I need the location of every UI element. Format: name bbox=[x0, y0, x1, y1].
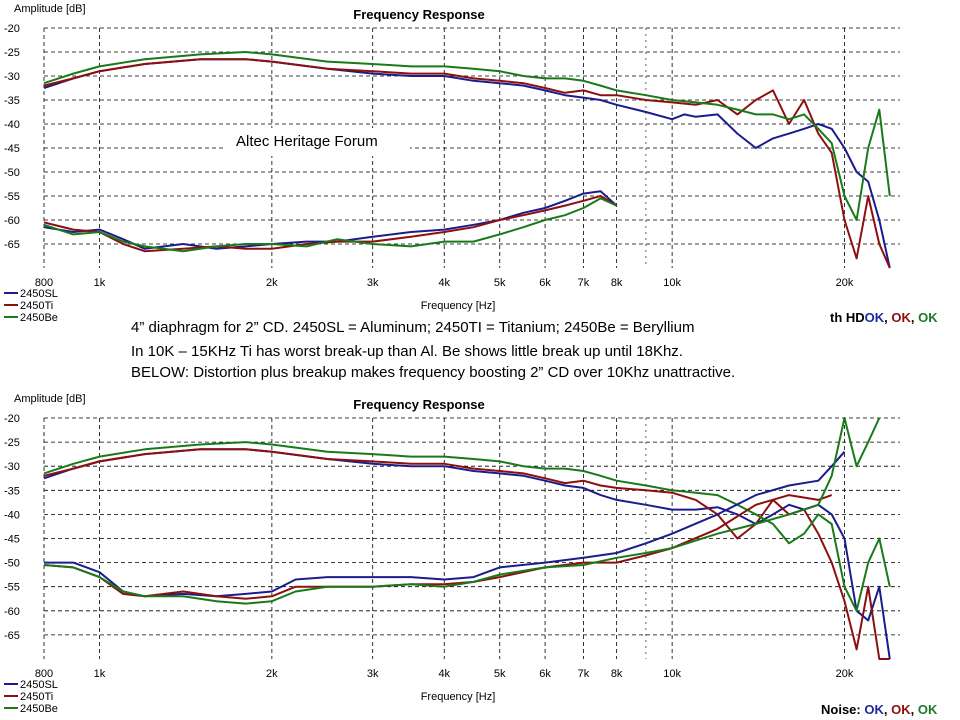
note-line-3: BELOW: Distortion plus breakup makes fre… bbox=[131, 364, 736, 381]
chart-title: Frequency Response bbox=[353, 397, 485, 412]
status-top-prefix: th HD bbox=[830, 310, 865, 325]
y-tick-label: -30 bbox=[4, 461, 20, 473]
status-top: th HDOK, OK, OK bbox=[830, 310, 938, 325]
chart-panel-2: Frequency Response Amplitude [dB] -20 -25 -3… bbox=[4, 393, 900, 715]
note-line-1: 4” diaphragm for 2” CD. 2450SL = Aluminu… bbox=[131, 319, 695, 336]
y-tick-label: -35 bbox=[4, 485, 20, 497]
x-tick-label: 5k bbox=[494, 668, 506, 680]
x-tick-label: 7k bbox=[578, 668, 590, 680]
x-tick-label: 10k bbox=[663, 277, 681, 289]
x-axis-label: Frequency [Hz] bbox=[421, 300, 496, 312]
legend-label-2450ti: 2450Ti bbox=[20, 300, 53, 312]
legend-label-2450sl: 2450SL bbox=[20, 288, 58, 300]
x-tick-label: 10k bbox=[663, 668, 681, 680]
note-line-2: In 10K – 15KHz Ti has worst break-up tha… bbox=[131, 343, 683, 360]
x-tick-label: 3k bbox=[367, 668, 379, 680]
x-tick-label: 8k bbox=[611, 277, 623, 289]
legend-label-2450be: 2450Be bbox=[20, 312, 58, 324]
series-line-2450be bbox=[43, 51, 891, 221]
y-tick-label: -45 bbox=[4, 534, 20, 546]
x-tick-label: 6k bbox=[539, 668, 551, 680]
x-tick-label: 1k bbox=[94, 277, 106, 289]
y-tick-label: -65 bbox=[4, 239, 20, 251]
y-tick-label: -35 bbox=[4, 95, 20, 107]
y-tick-label: -50 bbox=[4, 167, 20, 179]
status-bottom: Noise: OK, OK, OK bbox=[821, 702, 938, 717]
status-bottom-prefix: Noise: bbox=[821, 702, 861, 717]
series-line-2450be bbox=[43, 441, 891, 612]
y-axis-label: Amplitude [dB] bbox=[14, 3, 86, 15]
x-tick-label: 5k bbox=[494, 277, 506, 289]
x-tick-label: 1k bbox=[94, 668, 106, 680]
legend-label-2450sl: 2450SL bbox=[20, 679, 58, 691]
y-axis-label: Amplitude [dB] bbox=[14, 393, 86, 405]
x-tick-label: 2k bbox=[266, 277, 278, 289]
y-tick-label: -60 bbox=[4, 606, 20, 618]
x-tick-label: 7k bbox=[578, 277, 590, 289]
y-tick-label: -60 bbox=[4, 215, 20, 227]
series-line-2450be bbox=[43, 417, 881, 605]
y-tick-label: -55 bbox=[4, 191, 20, 203]
series-line-2450ti bbox=[43, 58, 891, 269]
x-tick-label: 20k bbox=[836, 277, 854, 289]
y-tick-label: -40 bbox=[4, 119, 20, 131]
status-bottom-ok-1: OK bbox=[864, 702, 884, 717]
x-tick-label: 20k bbox=[836, 668, 854, 680]
status-top-ok-3: OK bbox=[918, 310, 938, 325]
legend-label-2450ti: 2450Ti bbox=[20, 691, 53, 703]
status-bottom-ok-2: OK bbox=[891, 702, 911, 717]
x-tick-label: 4k bbox=[438, 668, 450, 680]
y-tick-label: -25 bbox=[4, 47, 20, 59]
y-tick-label: -20 bbox=[4, 23, 20, 35]
x-tick-label: 800 bbox=[35, 668, 53, 680]
y-tick-label: -55 bbox=[4, 582, 20, 594]
status-bottom-ok-3: OK bbox=[917, 702, 938, 717]
status-top-ok-2: OK bbox=[891, 310, 911, 325]
y-tick-label: -65 bbox=[4, 630, 20, 642]
x-tick-label: 3k bbox=[367, 277, 379, 289]
y-tick-label: -25 bbox=[4, 437, 20, 449]
x-tick-label: 2k bbox=[266, 668, 278, 680]
y-tick-label: -20 bbox=[4, 413, 20, 425]
y-tick-label: -40 bbox=[4, 509, 20, 521]
status-top-ok-1: OK bbox=[864, 310, 885, 325]
forum-label: Altec Heritage Forum bbox=[226, 128, 410, 156]
x-tick-label: 800 bbox=[35, 277, 53, 289]
x-axis-label: Frequency [Hz] bbox=[421, 691, 496, 703]
chart-panel-1: Frequency Response Amplitude [dB] -20 -25 -3… bbox=[4, 3, 900, 324]
y-tick-label: -30 bbox=[4, 71, 20, 83]
y-tick-label: -45 bbox=[4, 143, 20, 155]
y-tick-label: -50 bbox=[4, 558, 20, 570]
series-line-2450sl bbox=[43, 58, 891, 269]
chart-title: Frequency Response bbox=[353, 7, 485, 22]
x-tick-label: 4k bbox=[438, 277, 450, 289]
series-line-2450sl bbox=[43, 448, 891, 660]
legend-label-2450be: 2450Be bbox=[20, 703, 58, 715]
series-line-2450ti bbox=[43, 448, 890, 660]
series-line-2450be bbox=[43, 197, 618, 253]
x-tick-label: 6k bbox=[539, 277, 551, 289]
x-tick-label: 8k bbox=[611, 668, 623, 680]
